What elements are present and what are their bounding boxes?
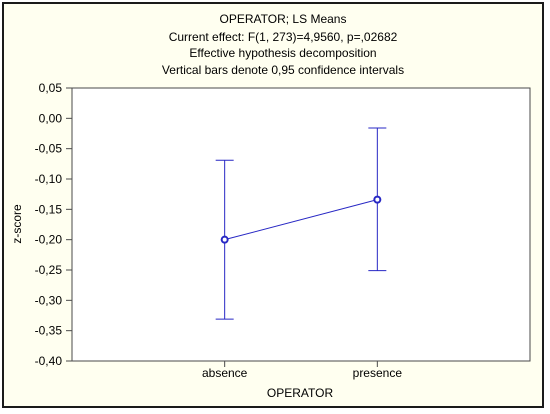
x-axis: absence presence (202, 361, 402, 380)
y-tick-label: -0,20 (35, 233, 63, 247)
title-line-4: Vertical bars denote 0,95 confidence int… (162, 63, 404, 77)
y-axis-label: z-score (10, 204, 24, 244)
title-line-2: Current effect: F(1, 273)=4,9560, p=,026… (169, 30, 398, 44)
x-axis-label: OPERATOR (267, 386, 334, 400)
chart-title: OPERATOR; LS Means Current effect: F(1, … (162, 12, 404, 77)
y-tick-label: -0,35 (35, 324, 63, 338)
series-layer (215, 127, 387, 320)
y-tick-label: -0,40 (35, 354, 63, 368)
plot-area (71, 87, 531, 362)
y-tick-label: -0,30 (35, 293, 63, 307)
series-line (224, 199, 378, 241)
x-tick-label: absence (202, 366, 248, 380)
y-tick-label: -0,15 (35, 202, 63, 216)
y-tick-label: 0,00 (39, 111, 63, 125)
y-tick-label: -0,05 (35, 142, 63, 156)
title-line-1: OPERATOR; LS Means (220, 12, 347, 26)
x-tick-label: presence (353, 366, 403, 380)
y-tick-label: -0,25 (35, 263, 63, 277)
y-axis: 0,05 0,00 -0,05 -0,10 -0,15 -0,20 -0,25 -0,30 -0… (35, 81, 72, 368)
y-tick-label: 0,05 (39, 81, 63, 95)
data-point (220, 235, 229, 244)
y-tick-label: -0,10 (35, 172, 63, 186)
data-point (373, 195, 382, 204)
title-line-3: Effective hypothesis decomposition (189, 46, 376, 60)
